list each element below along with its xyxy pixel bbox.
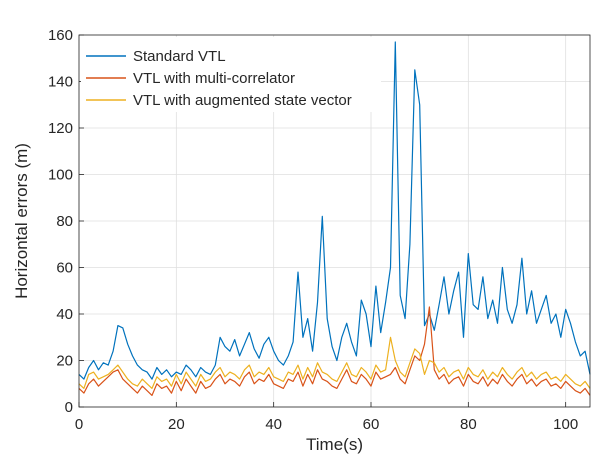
legend-label-2: VTL with augmented state vector bbox=[133, 92, 352, 109]
y-tick-label: 140 bbox=[48, 74, 73, 91]
series-line-2 bbox=[78, 336, 591, 389]
y-tick-label: 20 bbox=[56, 353, 73, 370]
legend-label-1: VTL with multi-correlator bbox=[133, 70, 295, 87]
ticks: 0 20 40 60 80 100 0 20 40 60 80 100 120 140 160 bbox=[48, 27, 578, 433]
x-tick-label: 80 bbox=[460, 416, 477, 433]
x-tick-label: 40 bbox=[265, 416, 282, 433]
y-tick-label: 80 bbox=[56, 213, 73, 230]
x-axis-label: Time(s) bbox=[306, 435, 363, 454]
legend-box bbox=[81, 37, 381, 112]
y-tick-label: 160 bbox=[48, 27, 73, 44]
series-line-1 bbox=[78, 306, 591, 396]
series-layer bbox=[78, 41, 591, 396]
series-line-0 bbox=[78, 41, 591, 380]
y-tick-label: 120 bbox=[48, 120, 73, 137]
x-tick-label: 100 bbox=[553, 416, 578, 433]
x-tick-label: 20 bbox=[168, 416, 185, 433]
y-tick-label: 60 bbox=[56, 260, 73, 277]
y-axis-label: Horizontal errors (m) bbox=[12, 143, 31, 299]
y-tick-label: 0 bbox=[65, 399, 73, 416]
legend: Standard VTL VTL with multi-correlator VTL… bbox=[81, 37, 381, 112]
legend-label-0: Standard VTL bbox=[133, 48, 226, 65]
x-tick-label: 0 bbox=[75, 416, 83, 433]
y-tick-label: 100 bbox=[48, 167, 73, 184]
x-tick-label: 60 bbox=[363, 416, 380, 433]
y-tick-label: 40 bbox=[56, 306, 73, 323]
